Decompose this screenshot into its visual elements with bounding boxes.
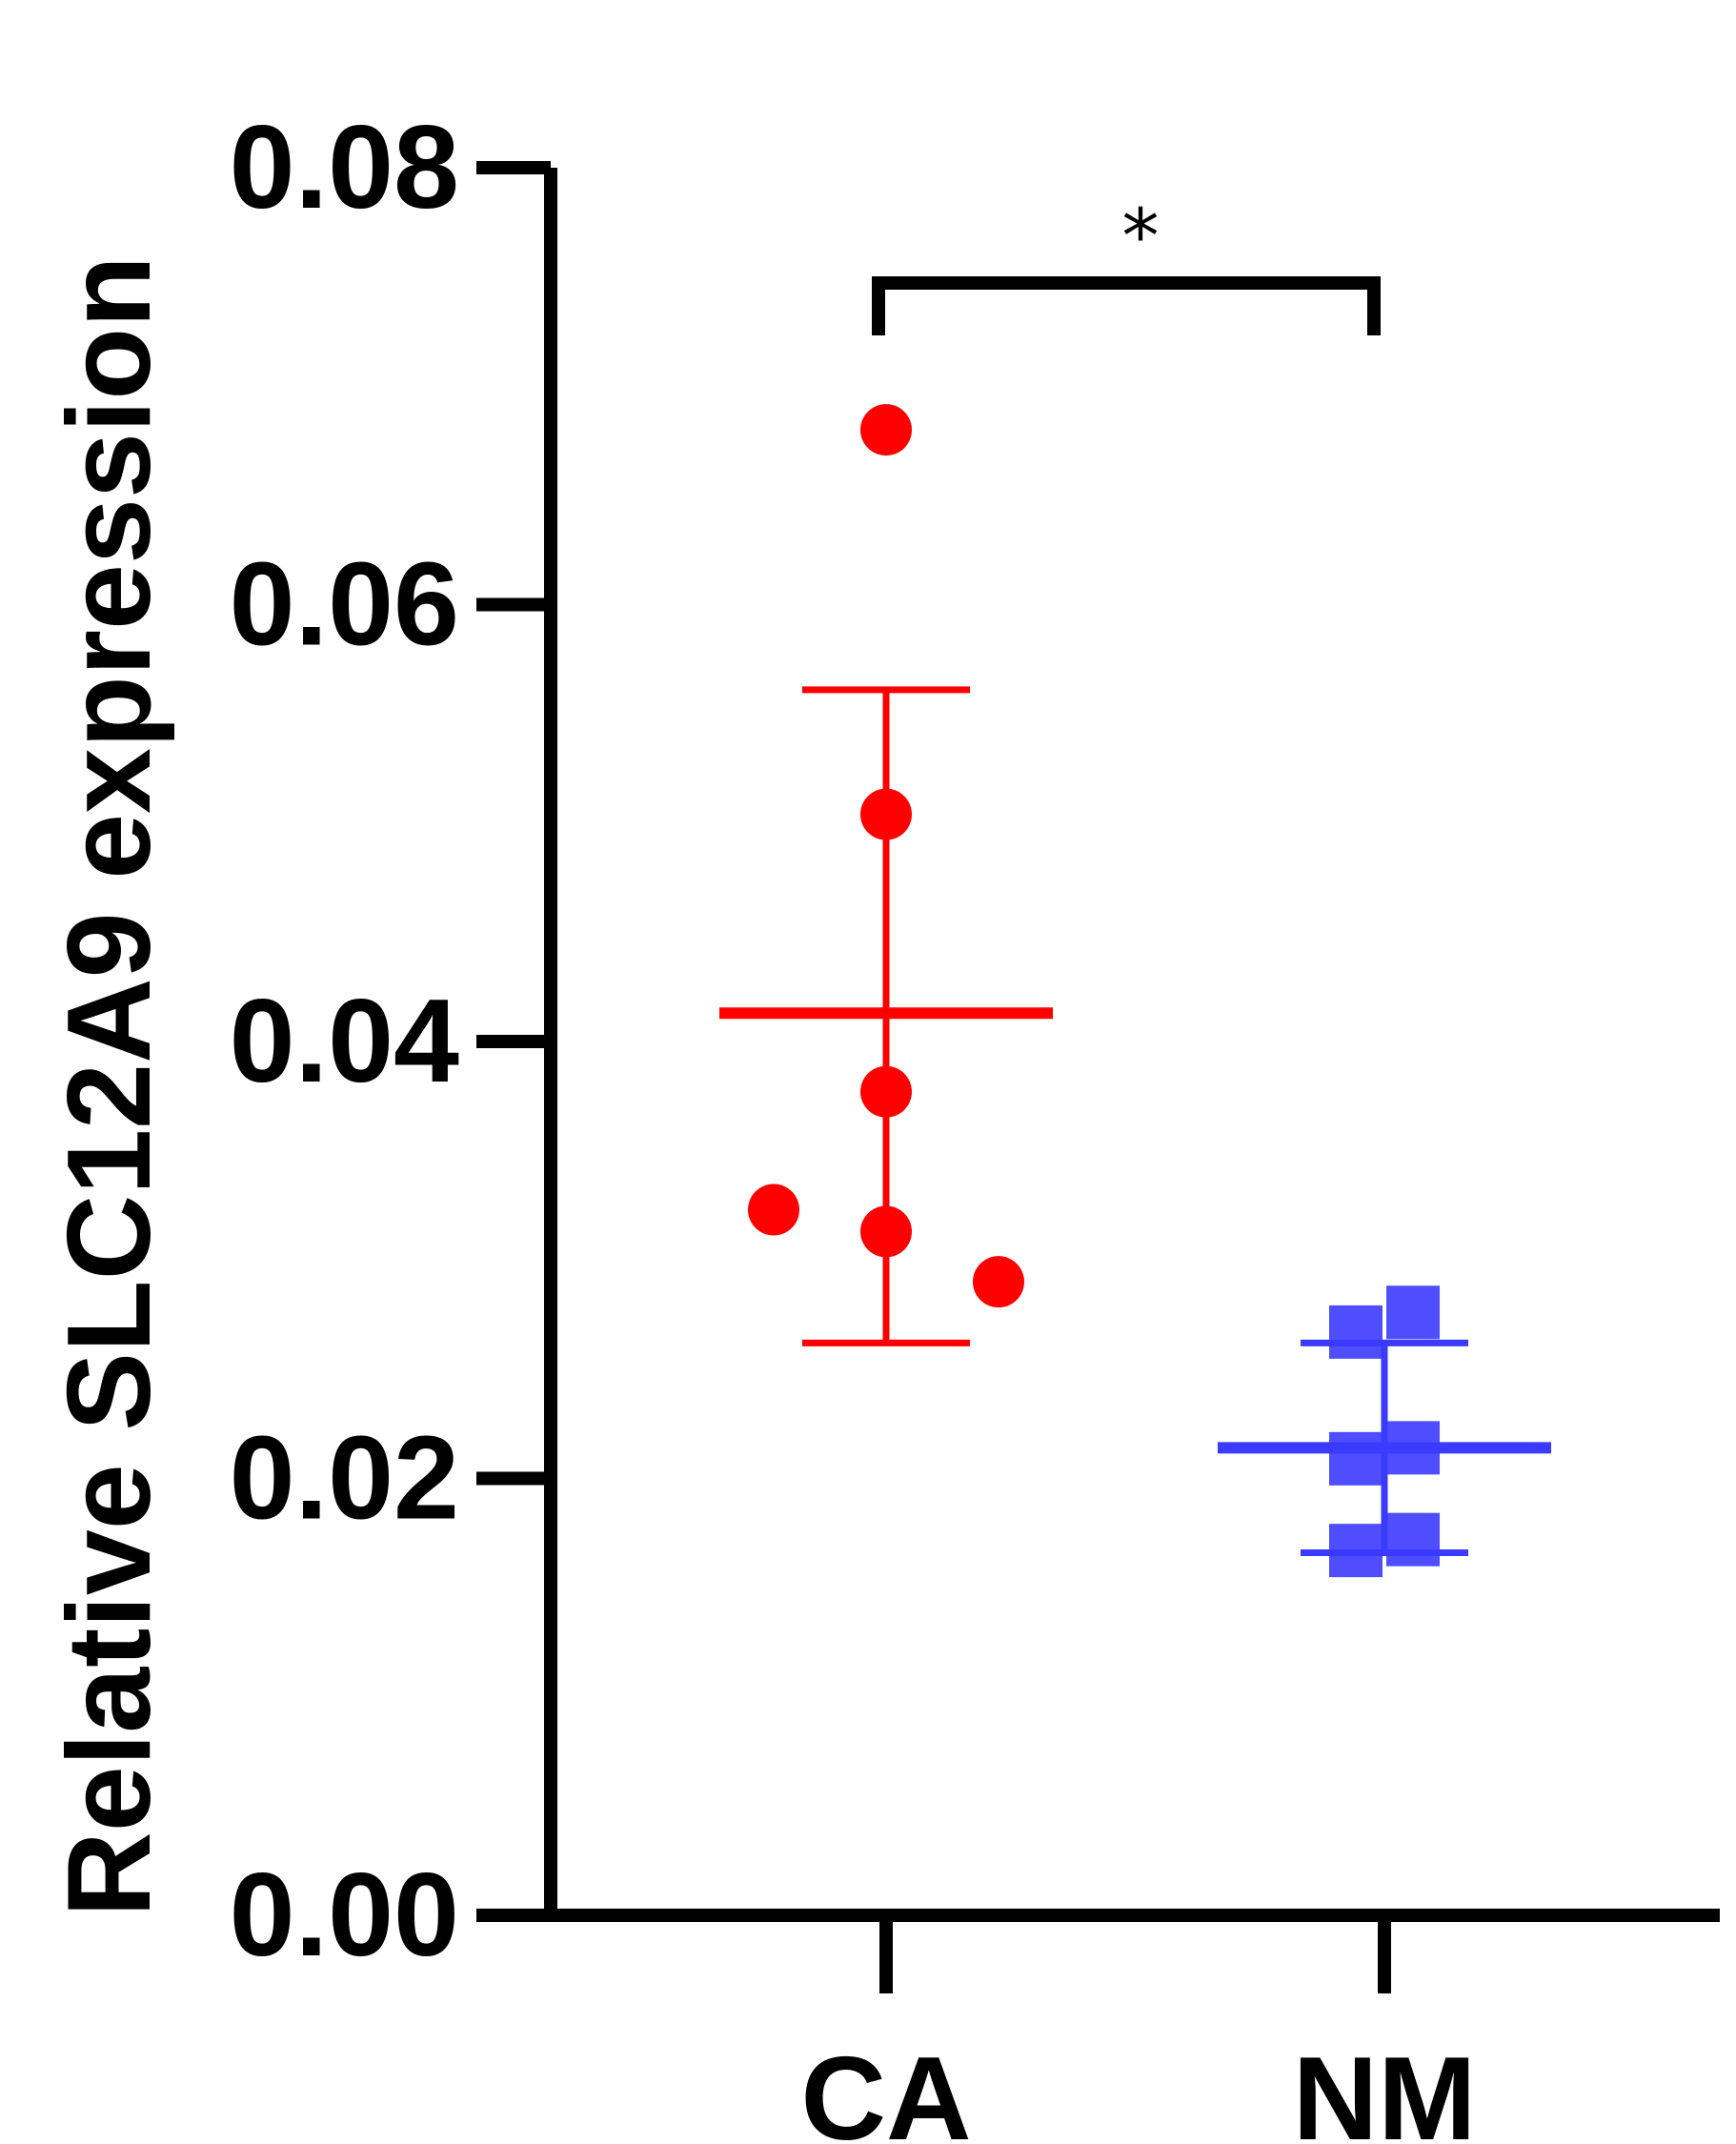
axes: 0.00 0.02 0.04 0.06 0.08 CA NM (230, 102, 1720, 2144)
data-point (748, 1183, 799, 1236)
x-tick-label: CA (800, 2033, 971, 2144)
y-axis-title: Relative SLC12A9 expression (44, 255, 175, 1917)
y-tick-label: 0.06 (230, 539, 459, 671)
series-ca (719, 404, 1053, 1346)
data-point (1329, 1431, 1383, 1486)
data-point (1329, 1305, 1383, 1359)
y-tick-label: 0.04 (230, 976, 459, 1107)
y-tick-label: 0.02 (230, 1413, 459, 1545)
data-point (860, 1205, 912, 1258)
data-point (973, 1256, 1024, 1308)
chart-marks (719, 404, 1551, 1578)
data-point (1386, 1285, 1440, 1340)
y-tick-label: 0.00 (230, 1850, 459, 1981)
significance-label: * (1122, 194, 1160, 280)
data-point (860, 404, 912, 456)
significance-bracket (872, 276, 1381, 335)
x-tick-label: NM (1293, 2033, 1477, 2144)
annotations: * (872, 194, 1381, 335)
data-point (1386, 1512, 1440, 1567)
data-point (1329, 1524, 1383, 1578)
data-point (860, 1065, 912, 1118)
series-nm (1218, 1285, 1551, 1578)
y-tick-label: 0.08 (230, 102, 459, 233)
data-point (860, 788, 912, 840)
y-axis-title-group: Relative SLC12A9 expression (44, 255, 175, 1917)
